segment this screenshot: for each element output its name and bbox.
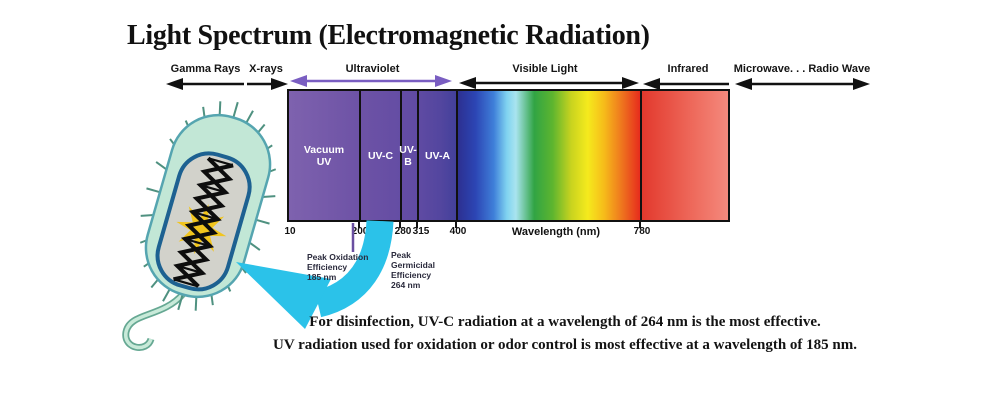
divider-315nm: [417, 91, 419, 220]
inner-capsule: [155, 151, 252, 292]
page-title: Light Spectrum (Electromagnetic Radiatio…: [127, 20, 650, 51]
band-visible-light: [457, 91, 641, 220]
label-ultraviolet: Ultraviolet: [345, 63, 400, 75]
label-infrared: Infrared: [667, 63, 709, 75]
band-ultraviolet: [289, 91, 457, 220]
tick-10nm: 10: [284, 226, 296, 237]
spectrum-bar: Vacuum UV UV-C UV-B UV-A: [287, 89, 730, 222]
divider-280nm: [400, 91, 402, 220]
annotation-line: Peak Germicidal: [391, 250, 435, 270]
cell-body: [144, 113, 272, 299]
annotation-line: 185 nm: [307, 272, 337, 282]
tick-280nm: 280: [394, 226, 412, 237]
tick-315nm: 315: [412, 226, 430, 237]
label-gamma-rays: Gamma Rays: [170, 63, 241, 75]
dna-helix-icon: [173, 156, 234, 288]
pili-spikes: [139, 101, 277, 311]
divider-780nm: [640, 91, 642, 220]
gamma-left-arrow: [166, 78, 244, 90]
annotation-peak-oxidation: Peak Oxidation Efficiency 185 nm: [307, 252, 369, 282]
annotation-peak-germicidal: Peak Germicidal Efficiency 264 nm: [391, 250, 457, 290]
band-infrared: [641, 91, 728, 220]
bacterium-illustration: [122, 101, 277, 351]
tick-200nm: 200: [351, 226, 369, 237]
annotation-line: Efficiency: [391, 270, 432, 280]
axis-label-wavelength: Wavelength (nm): [511, 226, 601, 238]
visible-double-arrow: [459, 77, 639, 89]
caption-line-1: For disinfection, UV-C radiation at a wa…: [309, 314, 821, 330]
label-x-rays: X-rays: [249, 63, 283, 75]
band-label-uvb: UV-B: [399, 143, 417, 168]
tick-780nm: 780: [633, 226, 651, 237]
ultraviolet-double-arrow: [290, 75, 452, 87]
band-label-uvc: UV-C: [367, 149, 394, 162]
label-visible-light: Visible Light: [512, 63, 578, 75]
divider-400nm: [456, 91, 458, 220]
caption-line-2: UV radiation used for oxidation or odor …: [273, 337, 857, 353]
label-microwave-radio-wave: Microwave. . . Radio Wave: [733, 63, 871, 75]
annotation-line: Peak Oxidation: [307, 252, 369, 262]
annotation-line: 264 nm: [391, 280, 421, 290]
band-label-uva: UV-A: [424, 149, 451, 162]
divider-200nm: [359, 91, 361, 220]
microwave-radio-double-arrow: [735, 78, 870, 90]
damage-starburst-icon: [176, 204, 227, 255]
annotation-line: Efficiency: [307, 262, 348, 272]
tick-400nm: 400: [449, 226, 467, 237]
caption: For disinfection, UV-C radiation at a wa…: [150, 311, 980, 357]
xrays-right-arrow: [247, 78, 288, 90]
band-label-vacuum-uv: Vacuum UV: [303, 143, 345, 168]
